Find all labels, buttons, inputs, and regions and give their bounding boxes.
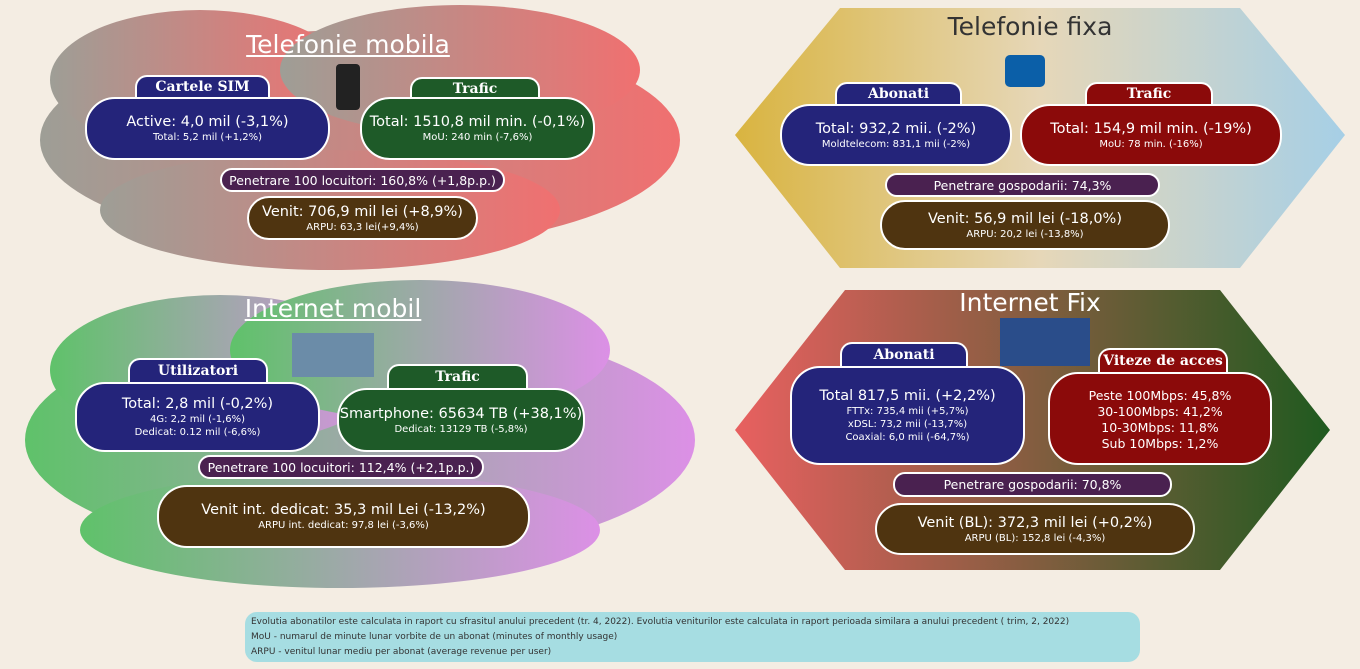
- revenue-line: Venit int. dedicat: 35,3 mil Lei (-13,2%…: [201, 502, 485, 518]
- footnotes: Evolutia abonatilor este calculata in ra…: [245, 612, 1140, 662]
- group-line: Dedicat: 13129 TB (-5,8%): [394, 424, 527, 435]
- panel-title: Telefonie fixa: [948, 12, 1113, 41]
- penetration: Penetrare gospodarii: 70,8%: [893, 472, 1172, 497]
- panel-title: Internet Fix: [959, 288, 1101, 317]
- footnote: MoU - numarul de minute lunar vorbite de…: [251, 630, 1134, 645]
- group-line: Total: 2,8 mil (-0,2%): [122, 396, 273, 412]
- revenue-line: ARPU: 20,2 lei (-13,8%): [966, 229, 1083, 240]
- group-box: Total: 154,9 mil min. (-19%) MoU: 78 min.…: [1020, 104, 1282, 166]
- revenue-line: Venit: 56,9 mil lei (-18,0%): [928, 211, 1122, 227]
- penetration: Penetrare gospodarii: 74,3%: [885, 173, 1160, 197]
- revenue-box: Venit: 56,9 mil lei (-18,0%) ARPU: 20,2 l…: [880, 200, 1170, 250]
- group-line: Dedicat: 0.12 mil (-6,6%): [135, 427, 261, 438]
- group-line: Coaxial: 6,0 mii (-64,7%): [845, 432, 969, 443]
- group-label: Trafic: [1085, 82, 1213, 104]
- group-line: Smartphone: 65634 TB (+38,1%): [340, 406, 582, 422]
- group-line: xDSL: 73,2 mii (-13,7%): [848, 419, 967, 430]
- revenue-line: ARPU: 63,3 lei(+9,4%): [306, 222, 418, 233]
- group-line: FTTx: 735,4 mii (+5,7%): [847, 406, 969, 417]
- footnote: Evolutia abonatilor este calculata in ra…: [251, 615, 1134, 630]
- group-line: Total: 5,2 mil (+1,2%): [153, 132, 262, 143]
- revenue-box: Venit: 706,9 mil lei (+8,9%) ARPU: 63,3 l…: [247, 196, 478, 240]
- penetration: Penetrare 100 locuitori: 160,8% (+1,8p.p…: [220, 168, 505, 192]
- group-box: Active: 4,0 mil (-3,1%) Total: 5,2 mil (+…: [85, 97, 330, 160]
- penetration: Penetrare 100 locuitori: 112,4% (+2,1p.p…: [198, 455, 484, 479]
- group-label: Utilizatori: [128, 358, 268, 382]
- group-line: Total: 932,2 mii. (-2%): [816, 121, 976, 137]
- group-line: MoU: 78 min. (-16%): [1099, 139, 1202, 150]
- photo: [1000, 318, 1090, 366]
- group-line: Total 817,5 mii. (+2,2%): [819, 388, 995, 404]
- revenue-line: Venit (BL): 372,3 mil lei (+0,2%): [918, 515, 1153, 531]
- page: Telefonie mobilaCartele SIMActive: 4,0 m…: [0, 0, 1360, 669]
- group-label: Cartele SIM: [135, 75, 270, 97]
- revenue-line: ARPU int. dedicat: 97,8 lei (-3,6%): [258, 520, 429, 531]
- group-line: MoU: 240 min (-7,6%): [423, 132, 533, 143]
- panel-title: Telefonie mobila: [246, 30, 450, 59]
- panel-title: Internet mobil: [245, 294, 422, 323]
- group-line: 30-100Mbps: 41,2%: [1097, 404, 1222, 419]
- footnote: ARPU - venitul lunar mediu per abonat (a…: [251, 645, 1134, 660]
- group-label: Trafic: [410, 77, 540, 99]
- group-label: Trafic: [387, 364, 528, 388]
- phone-icon: [336, 64, 360, 110]
- group-line: 4G: 2,2 mil (-1,6%): [150, 414, 245, 425]
- group-line: Total: 1510,8 mil min. (-0,1%): [370, 114, 585, 130]
- group-line: Moldtelecom: 831,1 mii (-2%): [822, 139, 970, 150]
- revenue-line: ARPU (BL): 152,8 lei (-4,3%): [965, 533, 1106, 544]
- group-box: Smartphone: 65634 TB (+38,1%) Dedicat: 13…: [337, 388, 585, 452]
- group-box: Total: 1510,8 mil min. (-0,1%) MoU: 240 m…: [360, 97, 595, 160]
- group-box: Total: 2,8 mil (-0,2%) 4G: 2,2 mil (-1,6%…: [75, 382, 320, 452]
- revenue-line: Venit: 706,9 mil lei (+8,9%): [262, 204, 463, 220]
- phone-icon: [1005, 55, 1045, 87]
- group-box: Total: 932,2 mii. (-2%) Moldtelecom: 831,…: [780, 104, 1012, 166]
- revenue-box: Venit (BL): 372,3 mil lei (+0,2%) ARPU (B…: [875, 503, 1195, 555]
- revenue-box: Venit int. dedicat: 35,3 mil Lei (-13,2%…: [157, 485, 530, 548]
- group-line: Active: 4,0 mil (-3,1%): [126, 114, 288, 130]
- group-line: 10-30Mbps: 11,8%: [1101, 420, 1218, 435]
- group-label: Abonati: [840, 342, 968, 366]
- photo: [292, 333, 374, 377]
- group-line: Sub 10Mbps: 1,2%: [1102, 436, 1219, 451]
- group-box: Peste 100Mbps: 45,8%30-100Mbps: 41,2%10-…: [1048, 372, 1272, 465]
- group-label: Viteze de acces: [1098, 348, 1228, 372]
- group-line: Total: 154,9 mil min. (-19%): [1050, 121, 1252, 137]
- group-line: Peste 100Mbps: 45,8%: [1089, 388, 1232, 403]
- group-box: Total 817,5 mii. (+2,2%) FTTx: 735,4 mii …: [790, 366, 1025, 465]
- group-label: Abonati: [835, 82, 962, 104]
